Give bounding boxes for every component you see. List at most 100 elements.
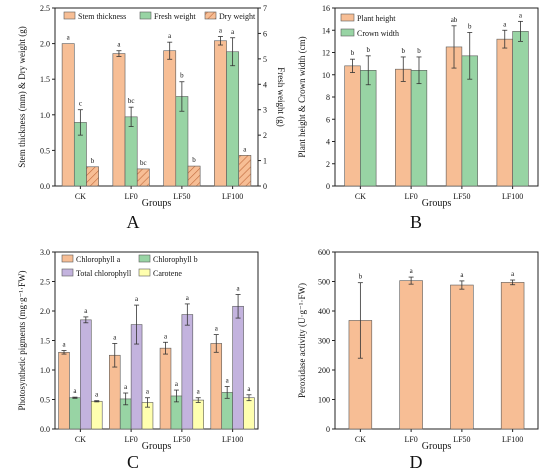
significance-letter: b — [468, 22, 472, 30]
significance-letter: a — [247, 385, 251, 393]
x-tick-label: LF0 — [124, 192, 137, 201]
significance-letter: a — [226, 377, 230, 385]
bar — [238, 155, 252, 187]
y-right-tick-label: 0 — [263, 182, 267, 191]
bar — [399, 280, 423, 430]
y-tick-label: 2.0 — [40, 307, 50, 316]
legend-label: Carotene — [153, 269, 182, 278]
significance-letter: a — [124, 383, 128, 391]
panel-a: 0.0 0.5 1.0 1.5 2.0 2.5 0 1 2 3 4 5 6 7 CK LF0 LF50 LF100… — [17, 4, 286, 232]
y-right-tick-label: 3 — [263, 106, 267, 115]
significance-letter: b — [366, 46, 370, 54]
x-tick-label: LF0 — [404, 435, 417, 444]
bar — [226, 51, 240, 187]
y-tick-label: 0.5 — [40, 396, 50, 405]
legend-label: Dry weight — [219, 12, 256, 21]
bar — [80, 319, 92, 430]
y-right-tick-label: 2 — [263, 131, 267, 140]
bar — [112, 53, 126, 187]
significance-letter: ab — [451, 16, 458, 24]
y-tick-label: 16 — [322, 4, 330, 13]
legend-swatch — [61, 268, 74, 277]
bar — [512, 31, 529, 187]
panel-d: 0 100 200 300 400 500 600 CK LF0 LF50 LF100 b a a a Gro… — [297, 248, 539, 472]
panel-label: C — [127, 452, 139, 472]
legend-swatch — [340, 13, 355, 22]
significance-letter: b — [192, 156, 196, 164]
x-tick-label: LF0 — [404, 192, 417, 201]
significance-letter: a — [164, 332, 168, 340]
y-tick-label: 2.5 — [40, 278, 50, 287]
bar — [90, 400, 103, 430]
legend-swatch — [138, 254, 151, 263]
x-axis-title: Groups — [142, 198, 172, 209]
x-tick-label: LF100 — [502, 435, 523, 444]
legend-swatch — [63, 11, 76, 20]
bar — [192, 399, 204, 430]
significance-letter: bc — [140, 159, 147, 167]
x-tick-label: LF100 — [222, 435, 243, 444]
legend-label: Chlorophyll a — [76, 255, 121, 264]
y-tick-label: 0 — [326, 182, 330, 191]
significance-letter: a — [95, 391, 99, 399]
panel-c: 0.0 0.5 1.0 1.5 2.0 2.5 3.0 CK LF0 LF50 LF100 a a a a a… — [17, 248, 259, 472]
y-tick-label: 10 — [322, 71, 330, 80]
legend-label: Plant height — [357, 14, 396, 23]
bar — [124, 116, 138, 187]
bar — [450, 284, 474, 430]
significance-letter: b — [402, 47, 406, 55]
y-right-tick-label: 4 — [263, 80, 267, 89]
bar — [58, 351, 70, 430]
significance-letter: a — [410, 267, 414, 275]
bar — [243, 397, 255, 430]
y-tick-label: 0.0 — [40, 182, 50, 191]
y-tick-label: 14 — [322, 26, 330, 35]
significance-letter: a — [62, 341, 66, 349]
bar — [214, 40, 227, 187]
legend-label: Stem thickness — [78, 12, 126, 21]
x-tick-label: LF50 — [173, 192, 190, 201]
legend-label: Chlorophyll b — [153, 255, 198, 264]
y-tick-label: 4 — [326, 138, 330, 147]
y-tick-label: 1.0 — [40, 111, 50, 120]
y-tick-label: 2.5 — [40, 4, 50, 13]
x-tick-label: CK — [355, 435, 366, 444]
significance-letter: a — [135, 295, 139, 303]
significance-letter: b — [417, 47, 421, 55]
significance-letter: a — [67, 34, 71, 42]
significance-letter: a — [215, 325, 219, 333]
legend: Stem thickness Fresh weight Dry weight — [63, 11, 256, 21]
legend: Chlorophyll a Chlorophyll b Total chloroph… — [61, 254, 198, 278]
significance-letter: b — [351, 49, 355, 57]
x-tick-label: CK — [75, 192, 86, 201]
bar — [181, 314, 194, 430]
x-tick-label: LF0 — [124, 435, 137, 444]
y-tick-label: 8 — [326, 93, 330, 102]
significance-letter: a — [231, 28, 235, 36]
x-tick-label: CK — [75, 435, 86, 444]
y-tick-label: 0 — [326, 425, 330, 434]
significance-letter: a — [113, 333, 117, 341]
y-tick-label: 3.0 — [40, 248, 50, 257]
y-axis-title: Stem thickness (mm) & Dry weight (g) — [17, 26, 27, 167]
significance-letter: a — [511, 270, 515, 278]
significance-letter: a — [146, 388, 150, 396]
legend: Plant height Crown width — [340, 13, 399, 38]
significance-letter: a — [219, 26, 223, 34]
bar — [232, 305, 244, 430]
significance-letter: a — [73, 387, 77, 395]
bar — [395, 68, 412, 187]
y-tick-label: 100 — [318, 396, 330, 405]
significance-letter: b — [180, 72, 184, 80]
y-tick-label: 6 — [326, 115, 330, 124]
y-tick-label: 1.5 — [40, 75, 50, 84]
significance-letter: a — [168, 32, 172, 40]
bar — [187, 165, 201, 187]
significance-letter: a — [237, 284, 241, 292]
significance-letter: a — [460, 271, 464, 279]
y-right-axis-title: Fresh weight (g) — [276, 67, 286, 127]
x-tick-label: LF50 — [453, 435, 470, 444]
plot-frame — [54, 7, 259, 187]
legend-swatch — [340, 28, 355, 37]
